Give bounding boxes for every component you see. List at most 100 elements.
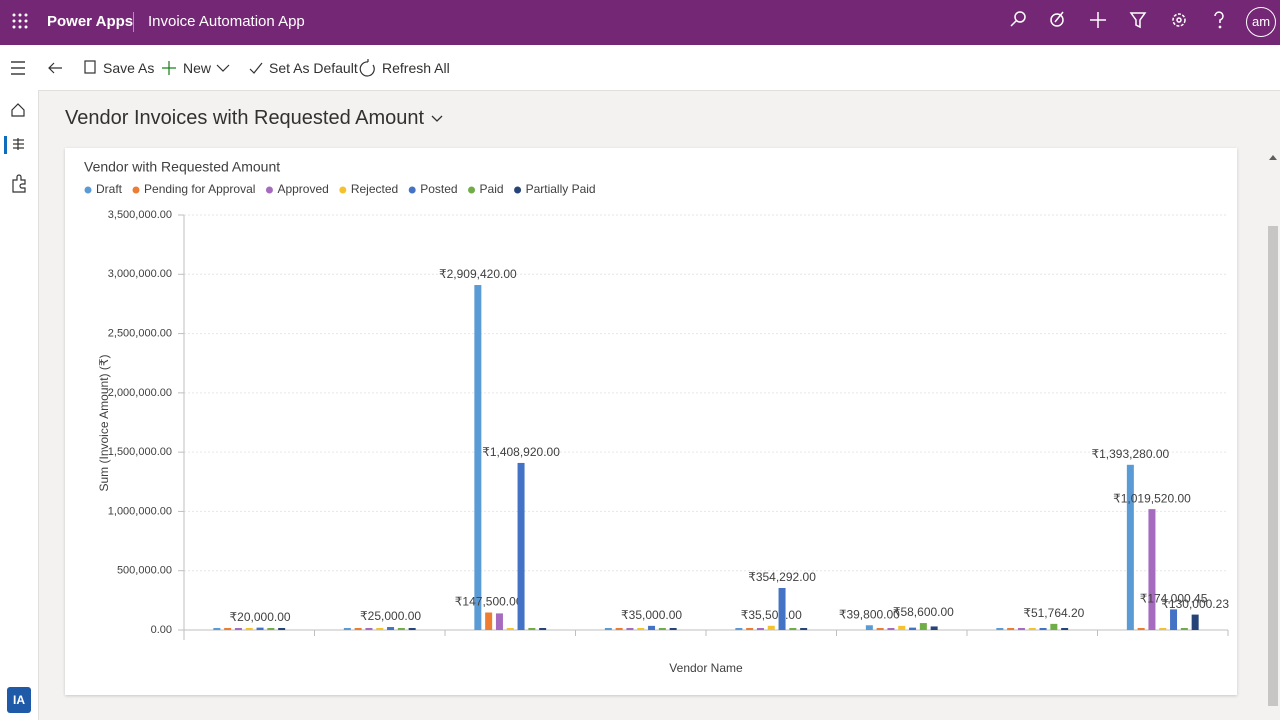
legend-marker — [265, 186, 273, 194]
scrollbar[interactable] — [1266, 148, 1280, 720]
legend-marker — [84, 186, 92, 194]
bar — [1170, 609, 1178, 630]
menu-icon[interactable] — [0, 45, 38, 90]
chart: Vendor with Requested Amount Vendor Name… — [84, 159, 1229, 675]
chevron-icon — [431, 115, 443, 122]
avatar[interactable]: am — [1246, 7, 1276, 37]
app-name: Invoice Automation App — [148, 13, 305, 30]
bar — [1017, 628, 1025, 630]
filter-icon[interactable] — [1129, 12, 1147, 29]
bar — [376, 628, 384, 630]
command-button[interactable]: Save As — [103, 60, 155, 76]
brand: Power Apps — [47, 13, 134, 30]
help-icon[interactable] — [1214, 11, 1224, 29]
y-axis-title: Sum (Invoice Amount) (₹) — [97, 354, 111, 491]
dashboard-icon[interactable] — [13, 138, 24, 150]
legend-marker — [514, 186, 522, 194]
app-launcher[interactable] — [0, 0, 40, 45]
bar — [1061, 628, 1069, 630]
command-button[interactable]: Refresh All — [382, 60, 450, 76]
data-label: ₹1,393,280.00 — [1091, 447, 1169, 461]
bar — [767, 625, 775, 630]
bar — [343, 628, 351, 630]
nav-icons — [4, 103, 26, 193]
bar — [1126, 464, 1134, 630]
bar — [528, 628, 536, 630]
bar — [876, 628, 884, 630]
bar — [474, 285, 482, 630]
bar — [746, 628, 754, 630]
legend-label: Partially Paid — [526, 182, 596, 196]
data-label: ₹58,600.00 — [893, 605, 954, 619]
legend-label: Draft — [96, 182, 123, 196]
bar — [256, 627, 264, 630]
legend-label: Pending for Approval — [144, 182, 255, 196]
y-tick-label: 2,500,000.00 — [108, 327, 172, 339]
bar — [1050, 623, 1058, 630]
y-tick-label: 0.00 — [151, 624, 172, 636]
apps-icon[interactable] — [12, 174, 26, 193]
bar — [234, 628, 242, 630]
back-icon[interactable] — [48, 62, 62, 74]
scroll-up[interactable] — [1266, 151, 1280, 165]
legend-marker — [132, 186, 140, 194]
bar — [213, 628, 221, 630]
data-label: ₹51,764.20 — [1023, 606, 1084, 620]
command-button[interactable]: Set As Default — [269, 60, 358, 76]
side-nav: IA — [0, 90, 39, 720]
data-label: ₹35,500.00 — [741, 608, 802, 622]
nav-badge[interactable]: IA — [7, 687, 31, 713]
data-label: ₹1,408,920.00 — [482, 445, 560, 459]
home-icon[interactable] — [11, 103, 25, 117]
bar — [1039, 628, 1047, 630]
y-tick-label: 1,500,000.00 — [108, 446, 172, 458]
bar — [669, 628, 677, 630]
bar — [604, 628, 612, 630]
add-icon[interactable] — [1090, 12, 1106, 28]
legend-label: Paid — [480, 182, 504, 196]
command-bar: Save As New Set As Default Refresh All — [0, 45, 1280, 91]
y-tick-label: 2,000,000.00 — [108, 387, 172, 399]
bar — [919, 623, 927, 630]
x-axis-title: Vendor Name — [669, 661, 743, 675]
view-title[interactable]: Vendor Invoices with Requested Amount — [65, 107, 444, 130]
active-indicator — [4, 136, 7, 154]
bar — [1028, 628, 1036, 630]
bar — [278, 628, 286, 630]
chevron-icon[interactable] — [216, 64, 230, 72]
bar — [365, 628, 373, 630]
bar — [615, 628, 623, 630]
command-icons — [48, 59, 375, 77]
data-label: ₹20,000.00 — [230, 610, 291, 624]
bar — [1148, 509, 1156, 630]
separator — [133, 12, 134, 32]
bar — [658, 628, 666, 630]
command-button[interactable]: New — [183, 60, 212, 76]
search-icon[interactable] — [1010, 11, 1026, 27]
bar — [495, 613, 503, 630]
new-icon — [162, 61, 176, 75]
bar — [930, 626, 938, 630]
data-label: ₹2,909,420.00 — [439, 267, 517, 281]
scroll-thumb[interactable] — [1268, 226, 1278, 706]
data-label: ₹39,800.00 — [839, 607, 900, 621]
y-tick-label: 500,000.00 — [117, 565, 172, 577]
legend-marker — [339, 186, 347, 194]
bar — [865, 625, 873, 630]
settings-icon[interactable] — [1172, 13, 1186, 27]
check-icon — [249, 62, 263, 74]
data-label: ₹1,019,520.00 — [1113, 491, 1191, 505]
bar — [397, 628, 405, 630]
assistant-icon[interactable] — [1050, 11, 1064, 27]
legend-label: Rejected — [351, 182, 398, 196]
data-label: ₹174,000.45 — [1140, 592, 1208, 606]
legend-label: Posted — [420, 182, 457, 196]
bar — [756, 628, 764, 630]
bar — [996, 628, 1004, 630]
bar — [1007, 628, 1015, 630]
bar — [1137, 628, 1145, 630]
y-tick-label: 3,500,000.00 — [108, 209, 172, 221]
bar — [506, 628, 514, 630]
bar — [485, 612, 493, 630]
